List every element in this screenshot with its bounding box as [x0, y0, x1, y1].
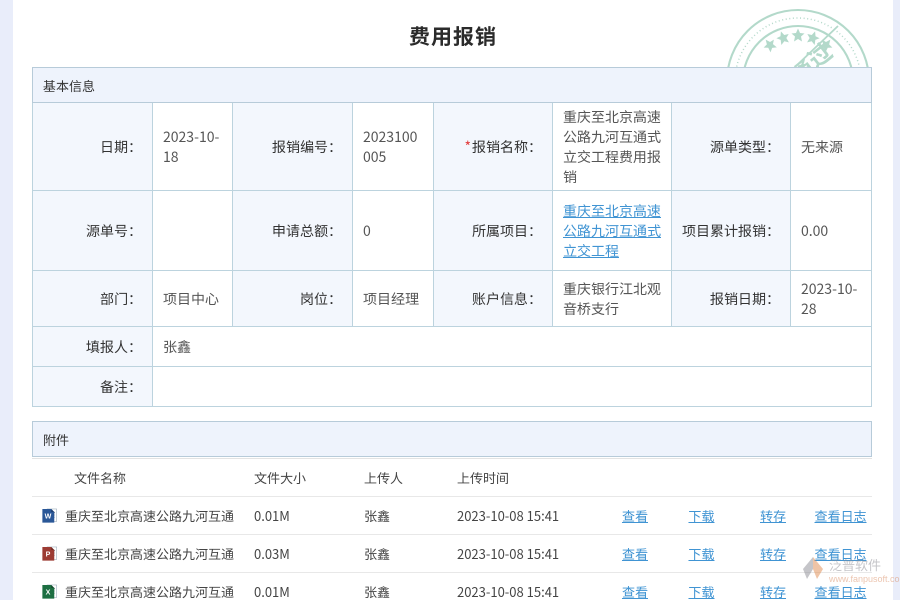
svg-text:P: P: [46, 550, 51, 558]
svg-text:W: W: [45, 512, 52, 520]
svg-text:X: X: [46, 588, 51, 596]
svg-text:泛普软件: 泛普软件: [829, 558, 881, 573]
svg-text:www.fanpusoft.com: www.fanpusoft.com: [828, 574, 900, 584]
